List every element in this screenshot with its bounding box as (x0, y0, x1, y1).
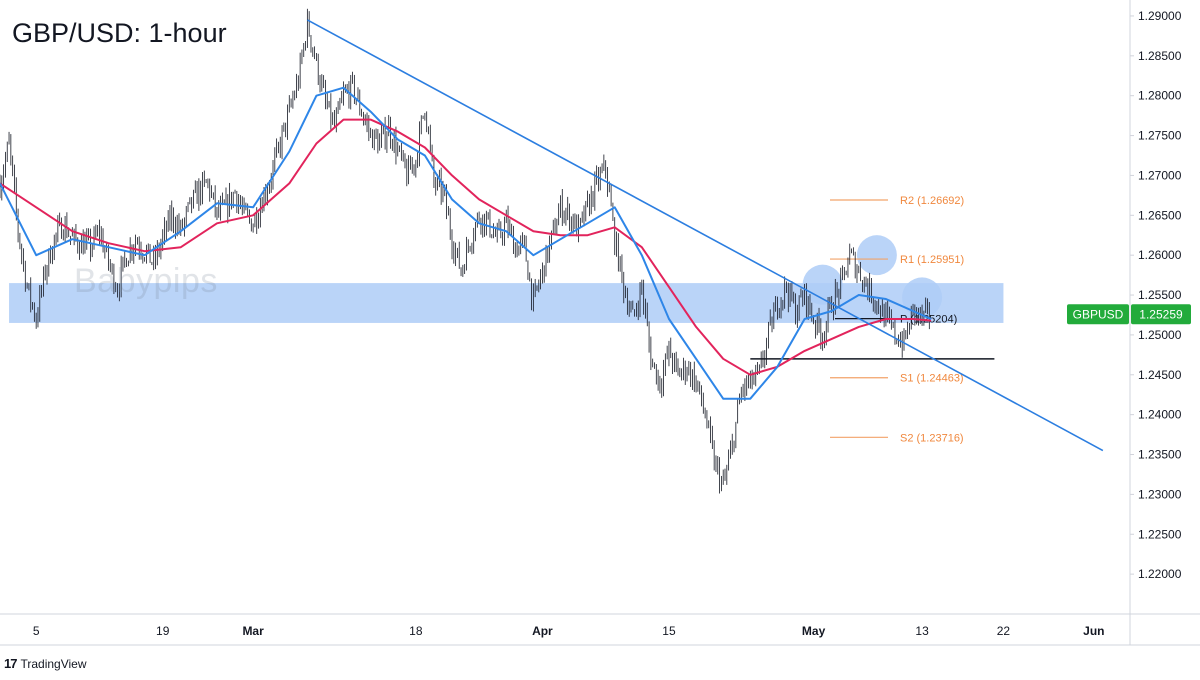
y-tick-label-10: 1.24000 (1138, 408, 1182, 422)
y-tick-label-14: 1.22000 (1138, 567, 1182, 581)
x-tick-label-6: May (802, 624, 826, 638)
highlight-circle-3 (902, 277, 943, 318)
highlight-circles (802, 235, 943, 318)
y-tick-label-3: 1.27500 (1138, 129, 1182, 143)
symbol-badge-text: GBPUSD (1073, 307, 1124, 321)
tradingview-logo[interactable]: 17 TradingView (4, 656, 87, 671)
candles (0, 8, 930, 494)
chart-title: GBP/USD: 1-hour (12, 18, 227, 48)
trendline-layer (306, 19, 1104, 452)
pivot-label-5: S2 (1.23716) (900, 432, 964, 444)
y-tick-label-11: 1.23500 (1138, 448, 1182, 462)
watermark: Babypips (74, 262, 218, 300)
symbol-badge (1067, 304, 1129, 325)
y-tick-label-12: 1.23000 (1138, 487, 1182, 501)
y-tick-label-6: 1.26000 (1138, 248, 1182, 262)
pivot-label-2: R1 (1.25951) (900, 254, 964, 266)
x-tick-label-4: Apr (532, 624, 553, 638)
tradingview-icon: 17 (4, 656, 18, 671)
trendline (306, 19, 1104, 452)
y-tick-label-1: 1.28500 (1138, 49, 1182, 63)
last-price-badge (1131, 304, 1191, 325)
x-tick-label-0: 5 (33, 624, 40, 638)
y-tick-label-9: 1.24500 (1138, 368, 1182, 382)
y-tick-label-5: 1.26500 (1138, 208, 1182, 222)
x-tick-label-7: 13 (915, 624, 929, 638)
highlight-circle-2 (856, 235, 897, 276)
pivot-label-1: R2 (1.26692) (900, 195, 964, 207)
ema-fast-line (0, 86, 932, 400)
y-tick-label-0: 1.29000 (1138, 9, 1182, 23)
last-price-text: 1.25259 (1139, 307, 1183, 321)
x-tick-label-5: 15 (662, 624, 676, 638)
pivot-label-4: S1 (1.24463) (900, 373, 964, 385)
moving-averages (0, 86, 932, 400)
x-tick-label-9: Jun (1083, 624, 1104, 638)
x-tick-label-3: 18 (409, 624, 423, 638)
y-tick-label-2: 1.28000 (1138, 89, 1182, 103)
ema-slow-line (0, 118, 932, 376)
x-tick-label-1: 19 (156, 624, 170, 638)
y-tick-label-4: 1.27000 (1138, 168, 1182, 182)
tradingview-label: TradingView (20, 656, 87, 671)
x-tick-label-2: Mar (242, 624, 264, 638)
y-tick-label-8: 1.25000 (1138, 328, 1182, 342)
axes: 1.29000 1.28500 1.28000 1.27500 1.27000 1.265… (0, 0, 1200, 646)
pivot-levels: R2 (1.26692)R1 (1.25951)P (1.25204)S1 (1… (750, 195, 995, 444)
highlight-circle-1 (802, 264, 843, 305)
y-tick-label-13: 1.22500 (1138, 527, 1182, 541)
y-tick-label-7: 1.25500 (1138, 288, 1182, 302)
x-tick-label-8: 22 (997, 624, 1011, 638)
